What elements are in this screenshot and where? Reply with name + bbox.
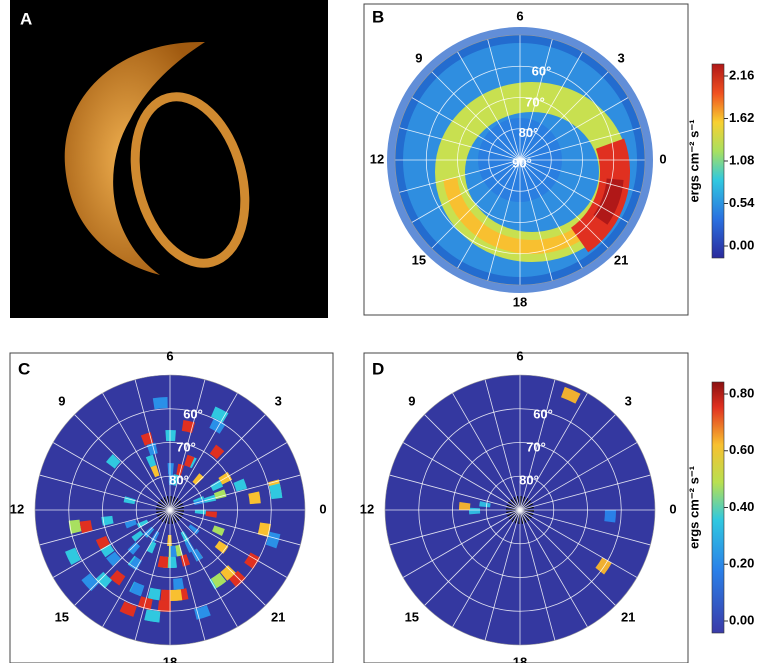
hour-label: 0: [659, 151, 666, 166]
colorbar-label: ergs cm⁻² s⁻¹: [686, 466, 701, 549]
hour-label: 12: [360, 501, 374, 516]
latitude-label: 80°: [519, 472, 539, 487]
flux-cell: [144, 609, 160, 622]
colorbar-tick-label: 0.80: [729, 385, 754, 400]
latitude-label: 70°: [526, 439, 546, 454]
hour-label: 3: [275, 393, 282, 408]
colorbar-tick-label: 0.60: [729, 442, 754, 457]
flux-cell: [165, 430, 176, 441]
panel-label: C: [18, 359, 30, 378]
hour-label: 9: [415, 50, 422, 65]
colorbar-tick-label: 1.62: [729, 110, 754, 125]
hour-label: 3: [625, 393, 632, 408]
hour-label: 18: [513, 294, 527, 309]
hour-label: 21: [621, 610, 635, 625]
flux-cell: [170, 557, 178, 568]
polar-map: [35, 375, 305, 645]
colorbar-label: ergs cm⁻² s⁻¹: [686, 119, 701, 202]
colorbar-tick-label: 0.40: [729, 499, 754, 514]
hour-label: 0: [319, 501, 326, 516]
panel-label: D: [372, 359, 384, 378]
hour-label: 6: [516, 348, 523, 363]
hour-label: 18: [513, 654, 527, 663]
latitude-label: 80°: [169, 472, 189, 487]
hour-label: 0: [669, 501, 676, 516]
hour-label: 9: [58, 393, 65, 408]
grid: [385, 375, 655, 645]
figure: A 6 3 0 21 18 15 12 9 60° 70° 80° 90° B 6 3 0 21 18 15 12 9 6…: [0, 0, 764, 663]
flux-cell: [604, 510, 616, 523]
hour-label: 9: [408, 393, 415, 408]
hour-label: 15: [405, 610, 419, 625]
polar-map: [385, 375, 655, 645]
panel-label: A: [20, 9, 32, 28]
hour-label: 15: [412, 253, 426, 268]
flux-cell: [248, 492, 260, 505]
latitude-label: 60°: [532, 64, 552, 79]
flux-cell: [469, 508, 480, 515]
hour-label: 21: [271, 610, 285, 625]
hour-label: 12: [370, 151, 384, 166]
latitude-label: 80°: [519, 125, 539, 140]
colorbar: [712, 382, 724, 633]
flux-cell: [153, 397, 168, 409]
colorbar-tick-label: 0.00: [729, 612, 754, 627]
hour-label: 18: [163, 654, 177, 663]
latitude-label: 70°: [525, 94, 545, 109]
latitude-label: 60°: [183, 406, 203, 421]
flux-cell: [170, 589, 182, 601]
panel-label: B: [372, 7, 384, 26]
latitude-label: 60°: [533, 406, 553, 421]
flux-cell: [173, 578, 184, 590]
hour-label: 21: [614, 253, 628, 268]
colorbar: [712, 64, 724, 258]
colorbar-tick-label: 0.00: [729, 237, 754, 252]
flux-cell: [158, 600, 171, 612]
latitude-label: 70°: [176, 439, 196, 454]
hour-label: 3: [617, 50, 624, 65]
hour-label: 6: [516, 8, 523, 23]
colorbar-tick-label: 2.16: [729, 67, 754, 82]
hour-label: 12: [10, 501, 24, 516]
colorbar-tick-label: 0.20: [729, 556, 754, 571]
hour-label: 15: [55, 610, 69, 625]
grid: [35, 375, 305, 645]
colorbar-tick-label: 0.54: [729, 195, 755, 210]
hour-label: 6: [166, 348, 173, 363]
latitude-label: 90°: [512, 155, 532, 170]
colorbar-tick-label: 1.08: [729, 152, 754, 167]
